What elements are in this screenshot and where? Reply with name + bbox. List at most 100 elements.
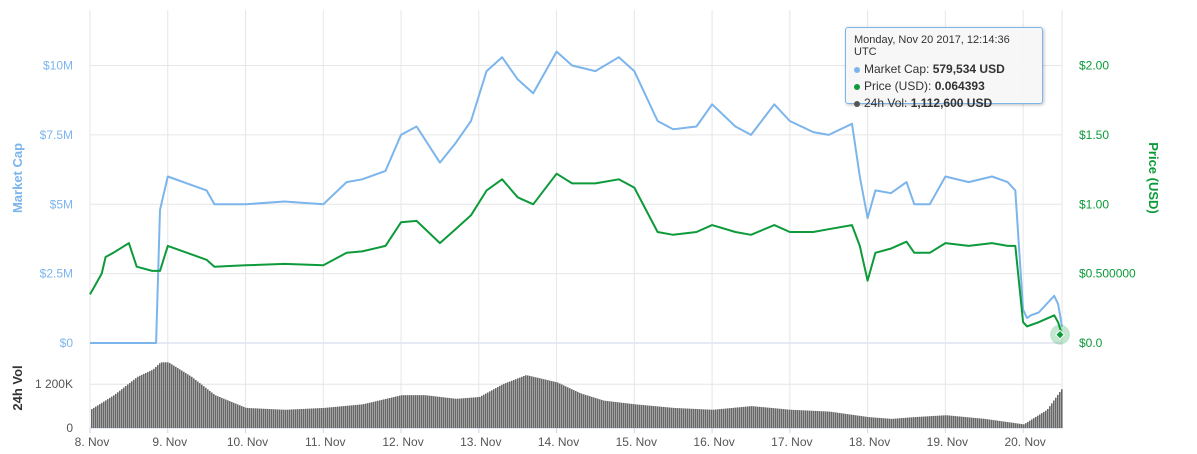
volume-bar — [525, 375, 527, 428]
volume-bar — [635, 404, 637, 428]
price-line — [89, 172, 1063, 335]
volume-bar — [863, 416, 865, 428]
volume-bar — [995, 420, 997, 428]
volume-bar — [173, 365, 175, 428]
volume-bar — [587, 395, 589, 428]
volume-bar — [681, 408, 683, 428]
volume-bar — [769, 407, 771, 428]
volume-bar — [815, 410, 817, 428]
volume-bar — [999, 420, 1001, 428]
volume-bar — [463, 398, 465, 428]
volume-bar — [1023, 424, 1025, 428]
volume-bar — [765, 407, 767, 428]
volume-bar — [277, 409, 279, 428]
volume-bar — [887, 418, 889, 428]
volume-bar — [745, 406, 747, 428]
volume-bar — [153, 368, 155, 428]
volume-bar — [755, 406, 757, 428]
volume-bar — [867, 416, 869, 428]
volume-bar — [829, 411, 831, 428]
volume-bar — [283, 409, 285, 428]
volume-bar — [939, 415, 941, 428]
volume-bar — [455, 398, 457, 428]
volume-bar — [295, 409, 297, 428]
volume-bar — [897, 418, 899, 428]
volume-bar — [337, 406, 339, 428]
y-volume-title: 24h Vol — [10, 365, 25, 410]
volume-bar — [349, 405, 351, 428]
volume-bar — [189, 375, 191, 428]
volume-bar — [157, 365, 159, 428]
volume-bar — [409, 395, 411, 428]
volume-bar — [541, 378, 543, 428]
volume-bar — [421, 395, 423, 428]
volume-bar — [231, 401, 233, 428]
volume-bar — [133, 379, 135, 428]
tooltip-label-market-cap: Market Cap — [864, 62, 927, 76]
volume-bar — [165, 362, 167, 428]
volume-bar — [237, 404, 239, 428]
volume-bar — [581, 393, 583, 428]
volume-bar — [549, 380, 551, 428]
volume-bar — [505, 383, 507, 428]
volume-bar — [493, 389, 495, 428]
volume-bar — [207, 389, 209, 428]
volume-bar — [1013, 422, 1015, 428]
volume-bar — [523, 376, 525, 428]
volume-bar — [1027, 421, 1029, 428]
volume-bar — [1059, 392, 1061, 428]
volume-bar — [543, 379, 545, 428]
tooltip-row-price: Price (USD): 0.064393 — [854, 78, 1034, 95]
volume-bar — [633, 404, 635, 428]
volume-bar — [1053, 400, 1055, 428]
volume-bar — [933, 415, 935, 428]
volume-bar — [723, 408, 725, 428]
volume-bar — [357, 404, 359, 428]
volume-bar — [741, 407, 743, 428]
x-tick-label: 16. Nov — [693, 435, 734, 449]
volume-bar — [693, 408, 695, 428]
volume-bar — [809, 410, 811, 428]
volume-bar — [379, 400, 381, 428]
volume-bar — [195, 379, 197, 428]
volume-bar — [401, 395, 403, 428]
volume-bar — [759, 406, 761, 428]
volume-bar — [239, 405, 241, 428]
volume-bar — [735, 407, 737, 428]
volume-bar — [639, 404, 641, 428]
volume-bar — [789, 409, 791, 428]
volume-bar — [561, 384, 563, 428]
volume-bar — [981, 418, 983, 428]
tooltip-label-price: Price (USD) — [864, 79, 929, 93]
x-tick-label: 17. Nov — [771, 435, 812, 449]
volume-bar — [641, 404, 643, 428]
volume-bar — [811, 410, 813, 428]
volume-bar — [533, 376, 535, 428]
volume-bar — [221, 397, 223, 428]
volume-bar — [301, 408, 303, 428]
volume-bar — [377, 400, 379, 428]
volume-bar — [751, 406, 753, 428]
volume-bar — [585, 394, 587, 428]
volume-bar — [609, 401, 611, 428]
volume-bar — [553, 381, 555, 428]
hover-marker — [1050, 324, 1070, 345]
volume-bar — [263, 408, 265, 428]
volume-bar — [961, 416, 963, 428]
volume-bar — [657, 406, 659, 428]
volume-bar — [669, 407, 671, 428]
volume-bar — [889, 418, 891, 428]
volume-bar — [187, 374, 189, 428]
volume-bar — [369, 402, 371, 428]
volume-bar — [615, 402, 617, 428]
volume-bar — [351, 405, 353, 428]
volume-bar — [885, 418, 887, 428]
volume-bar — [439, 396, 441, 428]
volume-bar — [757, 406, 759, 428]
volume-bar — [199, 383, 201, 428]
volume-bar — [329, 407, 331, 428]
volume-bar — [235, 403, 237, 428]
volume-bar — [963, 416, 965, 428]
volume-bar — [895, 418, 897, 428]
volume-bar — [791, 409, 793, 428]
